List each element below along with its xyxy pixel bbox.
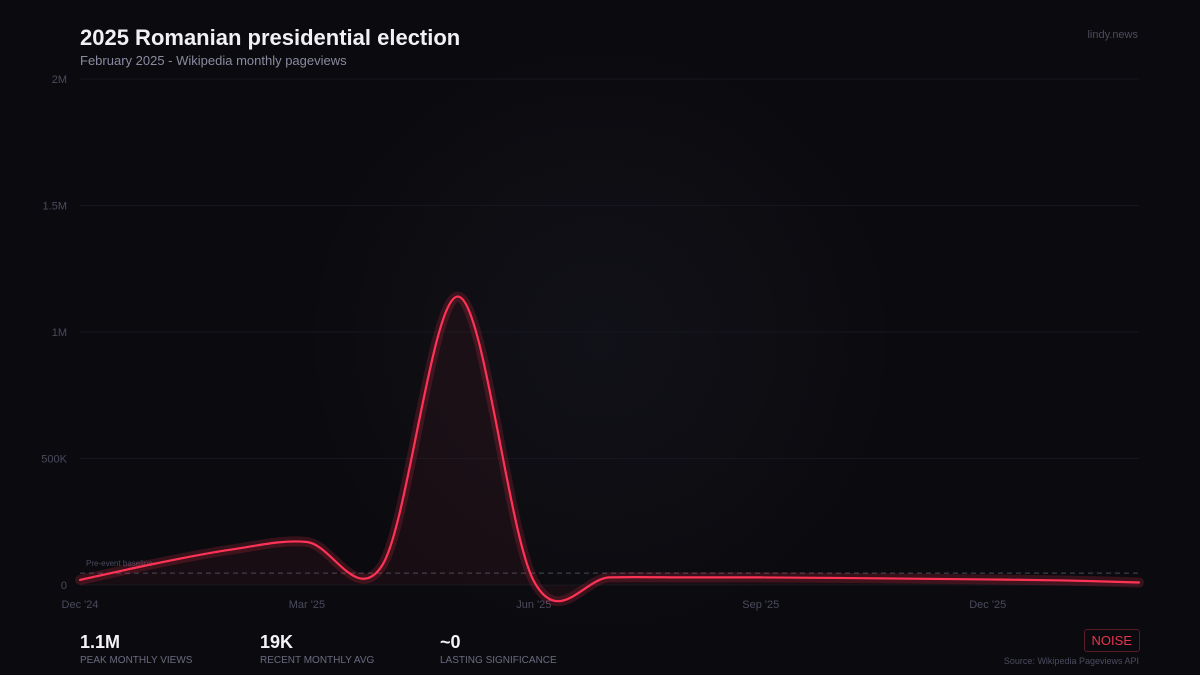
series-area xyxy=(80,296,1139,602)
y-tick-label: 1M xyxy=(52,327,67,339)
verdict-badge: NOISE xyxy=(1083,629,1140,652)
y-tick-label: 500K xyxy=(41,454,67,466)
brand-label[interactable]: lindy.news xyxy=(1087,29,1138,41)
stat-significance: ~0 LASTING SIGNIFICANCE xyxy=(440,632,557,666)
y-tick-label: 2M xyxy=(52,74,67,86)
stat-label: PEAK MONTHLY VIEWS xyxy=(80,655,193,666)
background-glow xyxy=(300,40,900,640)
stat-recent-avg: 19K RECENT MONTHLY AVG xyxy=(260,632,374,666)
stat-label: LASTING SIGNIFICANCE xyxy=(440,655,557,666)
x-tick-label: Jun '25 xyxy=(516,599,551,611)
stat-peak: 1.1M PEAK MONTHLY VIEWS xyxy=(80,632,192,666)
stat-value: 1.1M xyxy=(80,632,121,652)
y-tick-label: 1.5M xyxy=(43,201,67,213)
x-tick-label: Dec '24 xyxy=(62,599,99,611)
baseline-label: Pre-event baseline xyxy=(86,559,153,568)
x-tick-label: Sep '25 xyxy=(742,599,779,611)
y-tick-label: 0 xyxy=(61,580,67,592)
x-tick-label: Mar '25 xyxy=(289,599,325,611)
page-title: 2025 Romanian presidential election xyxy=(80,25,461,50)
x-tick-label: Dec '25 xyxy=(969,599,1006,611)
source-note: Source: Wikipedia Pageviews API xyxy=(1003,656,1139,666)
stat-label: RECENT MONTHLY AVG xyxy=(260,655,375,666)
series-line xyxy=(78,295,1141,603)
stat-value: ~0 xyxy=(440,632,461,652)
page-subtitle: February 2025 - Wikipedia monthly pagevi… xyxy=(80,53,347,68)
stat-value: 19K xyxy=(260,632,294,652)
